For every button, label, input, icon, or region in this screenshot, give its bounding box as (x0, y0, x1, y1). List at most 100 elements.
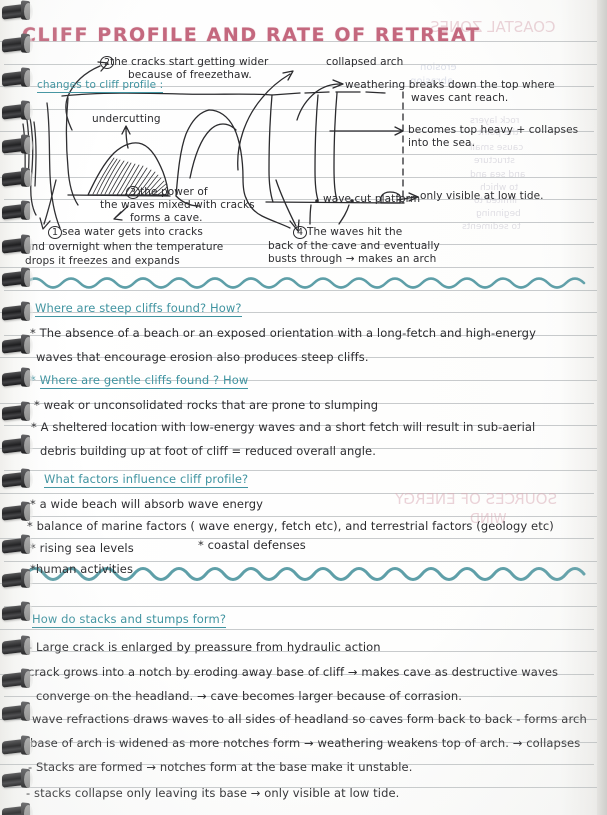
label-step4-line1: The waves hit the (307, 226, 403, 238)
bullet-steep-1: * The absence of a beach or an exposed o… (30, 326, 536, 340)
spiral-ring-hole (24, 471, 33, 488)
spiral-ring (2, 737, 33, 757)
label-low-tide: only visible at low tide. (420, 190, 544, 202)
spiral-ring-hole (24, 337, 33, 354)
label-step1-line2: and overnight when the temperature (25, 241, 224, 253)
spiral-ring-hole (24, 70, 33, 87)
spiral-ring (2, 269, 33, 289)
spiral-ring-hole (24, 571, 33, 588)
spiral-ring-hole (24, 771, 33, 788)
spiral-ring (2, 703, 33, 723)
spiral-binding (0, 0, 42, 815)
rule-line (4, 742, 598, 743)
spiral-ring-hole (24, 103, 33, 120)
spiral-ring-hole (24, 36, 33, 53)
spiral-ring (2, 670, 33, 690)
bullet-text: crack grows into a notch by eroding away… (28, 665, 559, 679)
label-step4-line2: back of the cave and eventually (268, 240, 440, 252)
label-collapsed-arch: collapsed arch (326, 56, 404, 68)
bullet-text: base of arch is widened as more notches … (30, 736, 581, 750)
label-step2-line1: the cracks start getting wider (110, 56, 269, 68)
heading-cliff-profile-factors: What factors influence cliff profile? (44, 472, 249, 488)
label-step2-line2: because of freezethaw. (128, 69, 252, 81)
bullet-stacks-6: - Stacks are formed → notches form at th… (28, 760, 412, 774)
label-step3-number: 3 (126, 186, 141, 199)
bullet-stacks-7: - stacks collapse only leaving its base … (26, 786, 399, 800)
bullet-factors-4: * coastal defenses (198, 538, 306, 552)
rule-line (4, 109, 604, 110)
rule-line (0, 538, 594, 539)
diagram-subheading: changes to cliff profile : (37, 79, 164, 93)
label-top-heavy-line1: becomes top heavy + collapses (408, 124, 579, 136)
bullet-gentle-3: debris building up at foot of cliff = re… (40, 444, 376, 458)
rule-line (0, 719, 600, 720)
bullet-stacks-2: - crack grows into a notch by eroding aw… (20, 665, 558, 679)
bullet-marker: * (30, 326, 36, 340)
rule-line (4, 425, 598, 426)
rule-line (4, 290, 598, 291)
rule-line (0, 357, 594, 358)
spiral-ring (2, 336, 33, 356)
bullet-factors-1: * a wide beach will absorb wave energy (30, 497, 263, 511)
bullet-text: The absence of a beach or an exposed ori… (39, 326, 536, 340)
page-edge (597, 0, 607, 815)
spiral-ring (2, 637, 33, 657)
spiral-ring-hole (24, 738, 33, 755)
rule-line (0, 312, 600, 313)
spiral-ring (2, 202, 33, 222)
bullet-factors-2: * balance of marine factors ( wave energ… (27, 519, 554, 533)
rule-line (4, 199, 598, 200)
rule-line (0, 177, 600, 178)
spiral-ring (2, 169, 33, 189)
rule-line (0, 131, 594, 132)
bullet-text: stacks collapse only leaving its base → … (34, 786, 400, 800)
bullet-text: weak or unconsolidated rocks that are pr… (43, 398, 379, 412)
bullet-steep-2: waves that encourage erosion also produc… (36, 350, 369, 364)
bullet-stacks-3: converge on the headland. → cave becomes… (36, 689, 462, 703)
spiral-ring-hole (24, 304, 33, 321)
bullet-marker: * (30, 541, 36, 555)
bullet-marker: * (30, 562, 36, 576)
rule-line (0, 583, 600, 584)
spiral-ring-hole (24, 3, 33, 20)
bullet-text: a wide beach will absorb wave energy (39, 497, 264, 511)
rule-line (0, 86, 594, 87)
bullet-factors-5: *human activities (30, 562, 133, 576)
bullet-text: Stacks are formed → notches form at the … (36, 760, 413, 774)
label-weathering-line1: weathering breaks down the top where (345, 79, 555, 91)
spiral-ring-hole (24, 437, 33, 454)
spiral-ring (2, 69, 33, 89)
spiral-ring (2, 804, 33, 815)
heading-steep-cliffs: Where are steep cliffs found? How? (35, 301, 242, 317)
bullet-gentle-2: * A sheltered location with low-energy w… (31, 420, 535, 434)
bullet-factors-3: * rising sea levels (30, 541, 134, 555)
spiral-ring (2, 436, 33, 456)
rule-line (4, 380, 604, 381)
bullet-text: balance of marine factors ( wave energy,… (36, 519, 554, 533)
spiral-ring-hole (24, 537, 33, 554)
bullet-marker: * (31, 420, 37, 434)
bullet-stacks-1: - Large crack is enlarged by preassure f… (28, 640, 381, 654)
heading-gentle-cliffs-row: * Where are gentle cliffs found ? How (30, 373, 249, 389)
spiral-ring-hole (24, 504, 33, 521)
cliff-profile-diagram (22, 61, 419, 232)
wavy-divider-2 (24, 567, 586, 581)
rule-line (4, 696, 598, 697)
rule-line (0, 448, 600, 449)
bullet-text: human activities (35, 562, 134, 576)
rule-line (4, 244, 604, 245)
label-undercutting: undercutting (92, 113, 161, 125)
rule-line (0, 674, 594, 675)
bullet-text: wave refractions draws waves to all side… (32, 712, 587, 726)
rule-line (4, 561, 598, 562)
label-wave-cut-platform: wave cut platform (323, 193, 421, 205)
label-step3-line1: the power of (140, 186, 208, 198)
label-step1-number: 1 (48, 226, 63, 239)
spiral-ring (2, 503, 33, 523)
bullet-gentle-1: * weak or unconsolidated rocks that are … (34, 398, 378, 412)
spiral-ring (2, 770, 33, 790)
spiral-ring (2, 102, 33, 122)
bullet-marker: - (26, 786, 31, 800)
bullet-text: converge on the headland. → cave becomes… (36, 689, 463, 703)
